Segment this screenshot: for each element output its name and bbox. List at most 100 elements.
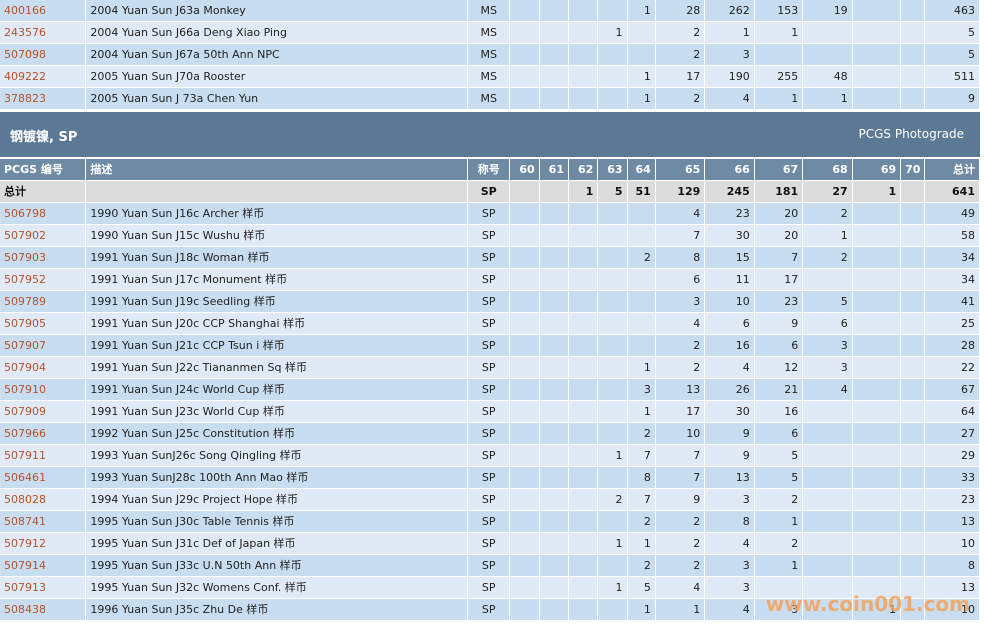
pcgs-number-link[interactable]: 506461 xyxy=(0,466,87,489)
pcgs-number-link[interactable]: 378823 xyxy=(0,87,87,110)
grade-count-cell xyxy=(568,246,599,269)
pcgs-number-link[interactable]: 509789 xyxy=(0,290,87,313)
pcgs-number-link[interactable]: 506798 xyxy=(0,202,87,225)
pcgs-number-link[interactable]: 507952 xyxy=(0,268,87,291)
pcgs-number-link[interactable]: 508438 xyxy=(0,598,87,621)
grade-count-cell xyxy=(597,202,628,225)
section-title: 钢镀镍, SP xyxy=(10,130,78,145)
grade-count-cell xyxy=(900,488,926,511)
pcgs-number-link[interactable]: 507902 xyxy=(0,224,87,247)
total-cell: 67 xyxy=(924,378,980,401)
grade-count-cell xyxy=(900,444,926,467)
pcgs-number-link[interactable]: 507910 xyxy=(0,378,87,401)
grade-count-cell: 153 xyxy=(754,0,804,22)
pcgs-number-link[interactable]: 508028 xyxy=(0,488,87,511)
grade-count-cell xyxy=(597,268,628,291)
pcgs-number-link[interactable]: 400166 xyxy=(0,0,87,22)
grade-count-cell xyxy=(900,43,926,66)
description-cell: 1992 Yuan Sun J25c Constitution 样币 xyxy=(85,422,469,445)
pcgs-number-link[interactable]: 508741 xyxy=(0,510,87,533)
grade-count-cell xyxy=(539,21,569,44)
grade-count-cell: 2 xyxy=(802,246,853,269)
description-cell: 2004 Yuan Sun J66a Deng Xiao Ping xyxy=(85,21,469,44)
header-grade-62[interactable]: 62 xyxy=(568,159,599,181)
grade-count-cell: 23 xyxy=(754,290,804,313)
grade-count-cell: 17 xyxy=(754,268,804,291)
grade-count-cell xyxy=(539,65,569,88)
table-row: 507914 1995 Yuan Sun J33c U.N 50th Ann 样币… xyxy=(0,554,980,577)
grade-count-cell xyxy=(900,378,926,401)
table-row: 507904 1991 Yuan Sun J22c Tiananmen Sq 样币… xyxy=(0,356,980,379)
total-cell: 511 xyxy=(924,65,980,88)
grade-count-cell xyxy=(539,554,569,577)
pcgs-number-link[interactable]: 507907 xyxy=(0,334,87,357)
pcgs-number-link[interactable]: 243576 xyxy=(0,21,87,44)
grade-count-cell xyxy=(568,290,599,313)
header-total[interactable]: 总计 xyxy=(924,159,980,181)
pcgs-number-link[interactable]: 507909 xyxy=(0,400,87,423)
header-grade-60[interactable]: 60 xyxy=(509,159,540,181)
header-grade-64[interactable]: 64 xyxy=(627,159,656,181)
grade-count-cell xyxy=(509,422,540,445)
grade-count-cell: 1 xyxy=(655,598,706,621)
grade-count-cell xyxy=(597,334,628,357)
photograde-link[interactable]: PCGS Photograde xyxy=(858,127,964,141)
grade-count-cell: 12 xyxy=(754,356,804,379)
grade-count-cell xyxy=(509,488,540,511)
header-grade-66[interactable]: 66 xyxy=(704,159,755,181)
totals-grade-66: 245 xyxy=(704,180,755,203)
grade-count-cell: 3 xyxy=(802,356,853,379)
grade-count-cell xyxy=(568,444,599,467)
header-grade-69[interactable]: 69 xyxy=(852,159,902,181)
header-grade-65[interactable]: 65 xyxy=(655,159,706,181)
designation-cell: SP xyxy=(467,488,511,511)
grade-count-cell xyxy=(568,532,599,555)
grade-count-cell xyxy=(568,334,599,357)
pcgs-number-link[interactable]: 507904 xyxy=(0,356,87,379)
grade-count-cell xyxy=(802,444,853,467)
grade-count-cell: 16 xyxy=(754,400,804,423)
grade-count-cell: 2 xyxy=(627,510,656,533)
pcgs-number-link[interactable]: 409222 xyxy=(0,65,87,88)
grade-count-cell: 4 xyxy=(704,87,755,110)
pcgs-number-link[interactable]: 507911 xyxy=(0,444,87,467)
grade-count-cell: 2 xyxy=(754,488,804,511)
pcgs-number-link[interactable]: 507098 xyxy=(0,43,87,66)
designation-cell: MS xyxy=(467,87,511,110)
designation-cell: MS xyxy=(467,43,511,66)
designation-cell: SP xyxy=(467,312,511,335)
pcgs-number-link[interactable]: 507905 xyxy=(0,312,87,335)
header-grade-67[interactable]: 67 xyxy=(754,159,804,181)
grade-count-cell: 1 xyxy=(627,598,656,621)
designation-cell: SP xyxy=(467,290,511,313)
grade-count-cell xyxy=(597,246,628,269)
grade-count-cell: 28 xyxy=(655,0,706,22)
grade-count-cell: 5 xyxy=(627,576,656,599)
grade-count-cell xyxy=(509,356,540,379)
pcgs-number-link[interactable]: 507903 xyxy=(0,246,87,269)
grade-count-cell xyxy=(568,43,599,66)
pcgs-number-link[interactable]: 507914 xyxy=(0,554,87,577)
header-grade-70[interactable]: 70 xyxy=(900,159,926,181)
grade-count-cell xyxy=(509,400,540,423)
pcgs-number-link[interactable]: 507966 xyxy=(0,422,87,445)
grade-count-cell xyxy=(802,576,853,599)
header-grade-63[interactable]: 63 xyxy=(597,159,628,181)
description-cell: 1994 Yuan Sun J29c Project Hope 样币 xyxy=(85,488,469,511)
header-grade-61[interactable]: 61 xyxy=(539,159,569,181)
header-grade-68[interactable]: 68 xyxy=(802,159,853,181)
designation-cell: SP xyxy=(467,466,511,489)
grade-count-cell xyxy=(597,356,628,379)
grade-count-cell: 4 xyxy=(655,202,706,225)
grade-count-cell: 7 xyxy=(655,466,706,489)
grade-count-cell xyxy=(852,532,902,555)
total-cell: 34 xyxy=(924,246,980,269)
header-pcgs-number[interactable]: PCGS 编号 xyxy=(0,159,87,181)
header-description[interactable]: 描述 xyxy=(85,159,469,181)
pcgs-number-link[interactable]: 507912 xyxy=(0,532,87,555)
grade-count-cell xyxy=(852,224,902,247)
header-designation[interactable]: 称号 xyxy=(467,159,511,181)
pcgs-number-link[interactable]: 507913 xyxy=(0,576,87,599)
grade-count-cell xyxy=(852,466,902,489)
description-cell: 2005 Yuan Sun J70a Rooster xyxy=(85,65,469,88)
